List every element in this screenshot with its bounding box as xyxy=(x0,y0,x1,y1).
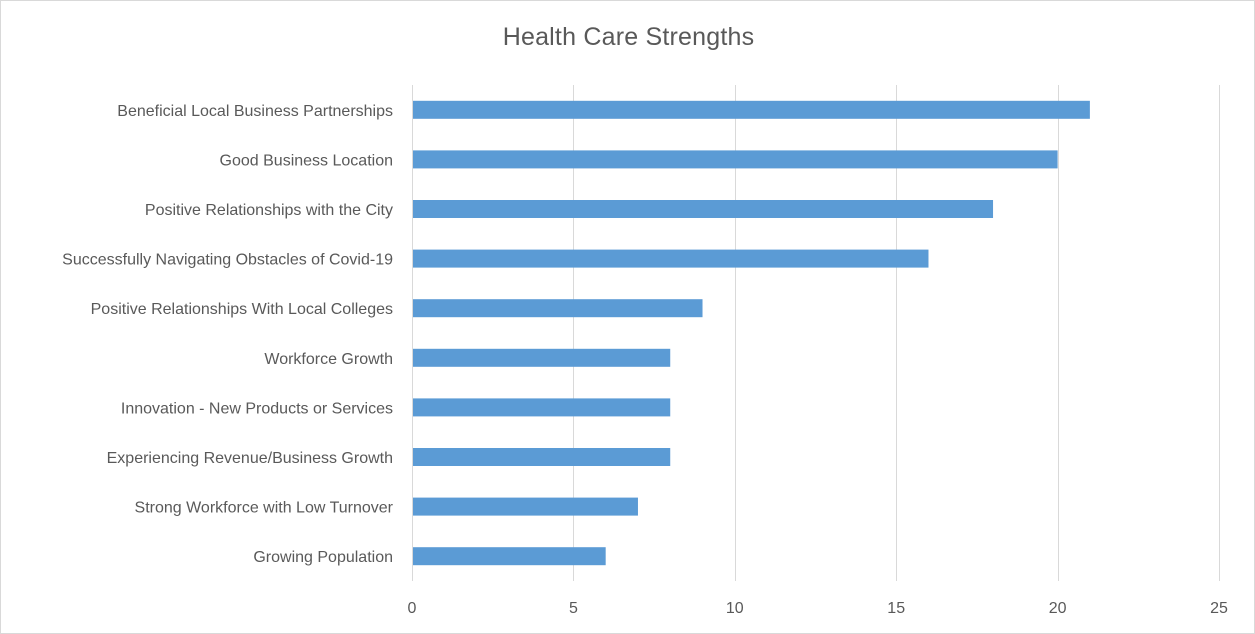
bar-7 xyxy=(413,398,671,417)
bar-8 xyxy=(413,448,671,466)
x-tick-label-0: 0 xyxy=(408,600,417,617)
x-tick-label-10: 10 xyxy=(726,600,744,617)
category-label-2: Good Business Location xyxy=(220,152,393,169)
category-label-6: Workforce Growth xyxy=(264,351,393,368)
bar-1 xyxy=(413,100,1090,119)
bar-5 xyxy=(413,299,703,318)
category-label-4: Successfully Navigating Obstacles of Cov… xyxy=(62,252,393,269)
category-label-5: Positive Relationships With Local Colleg… xyxy=(91,301,393,318)
category-label-8: Experiencing Revenue/Business Growth xyxy=(107,450,393,467)
category-label-10: Growing Population xyxy=(253,549,393,566)
category-label-7: Innovation - New Products or Services xyxy=(121,400,393,417)
x-tick-label-15: 15 xyxy=(887,600,905,617)
category-label-3: Positive Relationships with the City xyxy=(145,202,393,219)
chart-title: Health Care Strengths xyxy=(502,23,755,51)
bar-10 xyxy=(413,547,606,566)
category-label-1: Beneficial Local Business Partnerships xyxy=(117,103,393,120)
x-tick-label-25: 25 xyxy=(1210,600,1228,617)
bar-3 xyxy=(413,200,994,218)
bar-2 xyxy=(413,150,1058,169)
x-tick-label-5: 5 xyxy=(569,600,578,617)
x-tick-label-20: 20 xyxy=(1049,600,1067,617)
category-label-9: Strong Workforce with Low Turnover xyxy=(135,500,394,517)
bar-4 xyxy=(413,249,929,268)
bar-6 xyxy=(413,348,671,367)
bar-9 xyxy=(413,497,638,516)
